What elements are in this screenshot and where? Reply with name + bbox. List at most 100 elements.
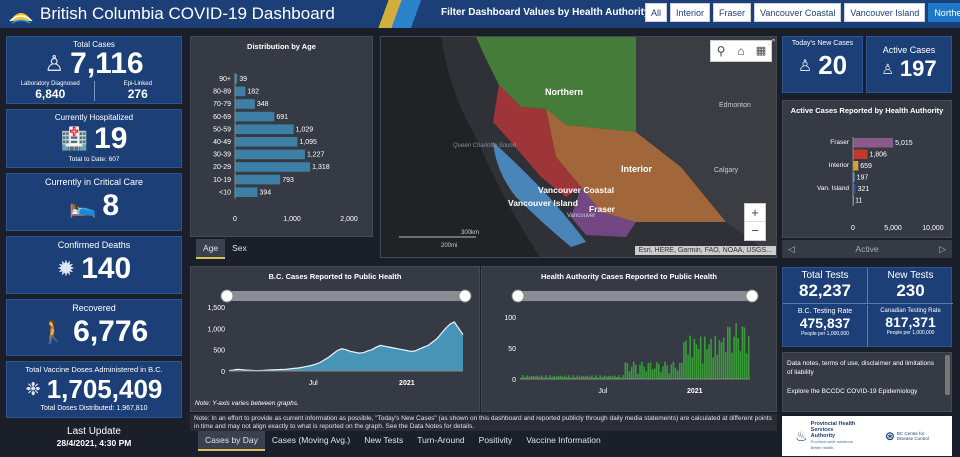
ha-bar[interactable] (853, 149, 868, 160)
ha-bar[interactable] (853, 138, 894, 148)
hac-y-tick: 0 (512, 377, 516, 384)
hac-bar (632, 361, 635, 379)
new-tests: New Tests 230 (868, 268, 953, 304)
notes-link-epidemiology[interactable]: Explore the BCCDC COVID-19 Epidemiology (787, 388, 918, 395)
ha-nav-label: Active (855, 244, 879, 254)
health-authority-panel: Active Cases Reported by Health Authorit… (782, 100, 952, 238)
age-bar[interactable] (235, 86, 246, 97)
zoom-out-button[interactable]: − (751, 223, 759, 238)
map-panel[interactable]: Northern Interior Vancouver Coastal Vanc… (380, 36, 777, 258)
tab-cases-by-day[interactable]: Cases by Day (198, 431, 265, 451)
hac-bar (545, 375, 547, 379)
map-region-fraser[interactable] (571, 187, 636, 237)
home-icon[interactable]: ⌂ (737, 44, 745, 58)
active-cases-card: Active Cases ♙ 197 (866, 36, 952, 93)
hac-bar (543, 377, 545, 379)
chevron-right-icon[interactable]: ▷ (939, 243, 946, 254)
hac-bar (561, 376, 564, 379)
filter-label: Filter Dashboard Values by Health Author… (441, 7, 653, 18)
age-sex-tabs: Age Sex (196, 239, 254, 259)
age-category-label: 30-39 (213, 152, 231, 159)
hac-slider-handle-left[interactable] (511, 289, 525, 303)
chevron-left-icon[interactable]: ◁ (788, 243, 795, 254)
ha-category-label: Van. Island (817, 185, 849, 192)
bc-slider-handle-right[interactable] (458, 289, 472, 303)
hac-bar (520, 377, 522, 379)
tab-vaccine-information[interactable]: Vaccine Information (526, 435, 601, 445)
bc-map[interactable]: Northern Interior Vancouver Coastal Vanc… (381, 37, 777, 258)
age-bar[interactable] (235, 174, 281, 185)
ha-bar[interactable] (853, 184, 856, 194)
tab-sex[interactable]: Sex (232, 243, 247, 253)
hac-range-slider[interactable] (514, 291, 756, 301)
last-update-label: Last Update (67, 426, 121, 437)
age-bar[interactable] (235, 187, 258, 197)
hac-bar (637, 373, 639, 379)
map-place-vancouver: Vancouver (567, 213, 595, 219)
hac-bar (733, 336, 735, 379)
map-region-interior[interactable] (546, 109, 726, 222)
hac-bar (555, 376, 558, 379)
filter-fraser-button[interactable]: Fraser (713, 3, 752, 22)
person-icon: ♙ (881, 60, 894, 77)
logo-bar: ♨ Provincial Health Services Authority P… (782, 416, 952, 456)
zoom-in-button[interactable]: + (745, 204, 765, 222)
hac-bar (674, 367, 677, 379)
new-tests-value: 230 (896, 281, 925, 300)
tab-positivity[interactable]: Positivity (478, 435, 513, 445)
hac-bar (708, 344, 710, 379)
lab-diagnosed-value: 6,840 (35, 87, 66, 101)
tab-cases-moving-avg[interactable]: Cases (Moving Avg.) (271, 435, 351, 445)
hac-slider-handle-right[interactable] (745, 289, 759, 303)
filter-interior-button[interactable]: Interior (670, 3, 711, 22)
hac-bar (718, 340, 721, 379)
map-region-vancouver-coastal[interactable] (493, 85, 581, 197)
hac-bar (536, 375, 539, 379)
qr-icon[interactable]: ▦ (755, 45, 767, 57)
search-icon[interactable]: ⚲ (716, 44, 726, 58)
bccdc-logo: ⊛ BC Centre for Disease Control (885, 429, 939, 443)
recovered-card: Recovered 🚶 6,776 (6, 299, 182, 356)
expand-icon[interactable]: ⤢ (767, 37, 775, 47)
hac-bar (678, 362, 681, 379)
walking-person-icon: 🚶 (39, 319, 68, 344)
hac-bar (699, 336, 702, 379)
age-bar[interactable] (235, 149, 305, 160)
active-cases-row: ♙ 197 (867, 56, 951, 82)
hac-bar (557, 375, 560, 379)
zoom-controls: + − (744, 203, 766, 241)
age-bar[interactable] (235, 99, 255, 109)
bc-slider-handle-left[interactable] (220, 289, 234, 303)
filter-northern-button[interactable]: Northern (928, 3, 960, 22)
hac-bar (584, 376, 587, 379)
bc-cases-area[interactable] (229, 321, 463, 371)
filter-vancouver-island-button[interactable]: Vancouver Island (844, 3, 926, 22)
hac-bar (695, 344, 698, 379)
age-bar[interactable] (235, 137, 298, 147)
age-bar[interactable] (235, 124, 294, 134)
filter-vancouver-coastal-button[interactable]: Vancouver Coastal (754, 3, 842, 22)
hac-bar (547, 377, 549, 379)
age-bar[interactable] (235, 111, 275, 122)
tab-age[interactable]: Age (196, 239, 226, 259)
deaths-row: ✹ 140 (7, 252, 181, 286)
ha-bar[interactable] (853, 161, 859, 171)
hac-bar (603, 375, 606, 379)
age-bar[interactable] (235, 162, 311, 172)
bc-range-slider[interactable] (223, 291, 469, 301)
tab-turn-around[interactable]: Turn-Around (417, 435, 465, 445)
notes-link-terms[interactable]: Data notes, terms of use, disclaimer and… (787, 360, 935, 376)
filter-all-button[interactable]: All (645, 3, 668, 22)
map-region-vancouver-island[interactable] (493, 142, 586, 247)
hac-bar (670, 364, 673, 379)
tab-new-tests[interactable]: New Tests (364, 435, 404, 445)
age-chart-title: Distribution by Age (247, 42, 316, 51)
age-category-label: 20-29 (213, 164, 231, 171)
ha-bar[interactable] (853, 172, 855, 183)
hac-bar (570, 377, 572, 379)
notes-scrollbar[interactable] (945, 355, 950, 395)
ha-x-tick: 0 (851, 225, 855, 232)
ha-chart-nav: ◁ Active ▷ (782, 240, 952, 258)
age-bar[interactable] (235, 74, 238, 84)
map-region-northern[interactable] (476, 37, 636, 132)
